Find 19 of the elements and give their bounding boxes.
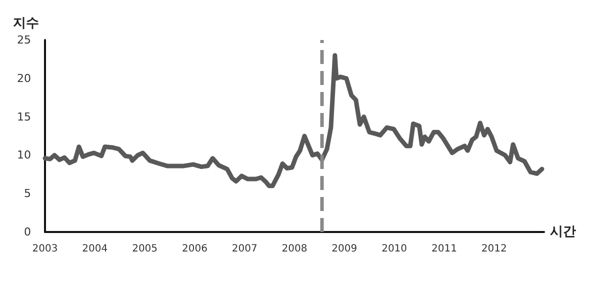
- x-tick-label: 2008: [282, 244, 308, 254]
- y-tick-label: 5: [24, 187, 31, 200]
- x-tick-label: 2011: [431, 244, 457, 254]
- y-tick-label: 10: [17, 148, 31, 162]
- x-tick-label: 2005: [132, 244, 158, 254]
- y-tick-label: 0: [24, 226, 31, 238]
- y-tick-label: 15: [17, 110, 31, 124]
- y-tick-label: 25: [17, 34, 31, 46]
- x-tick-label: 2004: [82, 244, 108, 254]
- y-tick-label: 20: [17, 72, 31, 85]
- x-tick-label: 2012: [481, 244, 507, 254]
- x-axis-title: 시간: [550, 224, 576, 240]
- x-tick-label: 2010: [382, 244, 408, 254]
- line-series: [42, 53, 544, 188]
- y-axis-title: 지수: [13, 16, 39, 31]
- x-tick-label: 2006: [182, 244, 208, 254]
- x-tick-label: 2007: [232, 244, 258, 254]
- x-tick-label: 2003: [32, 244, 58, 254]
- x-tick-label: 2009: [332, 244, 358, 254]
